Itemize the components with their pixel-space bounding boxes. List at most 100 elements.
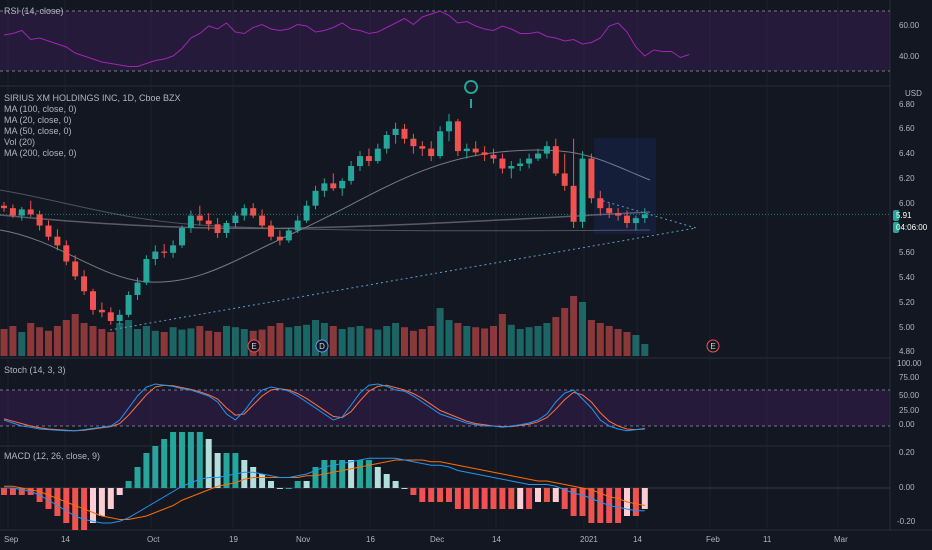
price-tick: 6.60 [899,124,915,133]
candle-body [392,128,399,135]
volume-bar [160,332,168,356]
volume-bar [240,329,248,356]
time-label: Dec [430,535,445,544]
volume-bar [570,296,578,356]
candle-body [27,209,34,215]
event-marker-text: E [710,342,715,351]
volume-bar [507,324,515,356]
volume-bar [614,329,622,356]
volume-bar [312,320,319,356]
macd-histogram-bar [615,488,622,523]
rsi-axis-40: 40.00 [899,52,920,61]
candle-body [588,158,595,199]
price-tick: 5.40 [899,273,915,282]
macd-histogram-bar [588,488,595,523]
macd-histogram-bar [401,488,408,489]
candle-body [508,166,515,169]
time-label: 2021 [580,535,598,544]
candle-body [312,190,319,206]
stoch-k-line [3,383,645,432]
candle-body [446,121,452,132]
volume-bar [98,329,106,356]
volume-bar [205,330,213,356]
volume-bar [481,328,489,356]
candle-body [36,214,43,226]
candle-body [125,294,132,315]
triangle-trendline [109,199,697,331]
stoch-axis-50: 50.00 [899,391,920,400]
macd-histogram-bar [179,432,185,488]
macd-histogram-bar [276,488,283,489]
macd-histogram-bar [161,439,168,488]
macd-line [4,457,645,524]
candle-body [72,261,79,277]
macd-histogram-bar [232,453,239,488]
time-label: 11 [763,535,772,544]
pin-marker-icon [464,80,479,108]
candle-body [357,156,363,166]
macd-histogram-bar [552,488,559,502]
symbol-title[interactable]: SIRIUS XM HOLDINGS INC, 1D, Cboe BZX [4,93,181,103]
volume-bar [401,327,408,356]
volume-bar [9,326,17,356]
volume-bar [134,329,141,356]
volume-bar [89,326,97,356]
macd-histogram-bar [125,481,132,488]
volume-bar [142,326,150,356]
volume-bar [294,326,302,356]
rsi-line [3,10,690,67]
indicator-ma20[interactable]: MA (20, close, 0) [4,115,72,125]
candle-body [259,215,266,226]
macd-histogram-bar [223,453,230,488]
time-label: Feb [706,535,720,544]
volume-bar [561,308,569,356]
macd-histogram-bar [143,453,150,488]
event-marker-icon [706,339,720,353]
candle-body [143,259,150,283]
volume-bar [187,328,195,356]
macd-signal-line [4,459,645,520]
indicator-ma200[interactable]: MA (200, close, 0) [4,148,77,158]
macd-axis-020: 0.20 [899,448,915,457]
macd-histogram-bar [641,488,648,509]
candle-body [1,205,7,209]
candle-body [250,208,257,216]
stoch-axis-25: 25.00 [899,406,920,415]
volume-bar [107,332,115,356]
macd-histogram-bar [419,488,426,502]
macd-histogram-bar [357,460,363,488]
price-tick: 6.20 [899,174,915,183]
volume-bar [641,344,649,356]
macd-histogram-bar [303,481,310,488]
candle-body [170,245,177,253]
time-label: Nov [296,535,311,544]
candle-body [161,251,168,253]
macd-histogram-bar [259,474,266,488]
volume-bar [267,326,275,356]
volume-bar [27,323,35,356]
candle-body [107,312,114,321]
candle-body [561,173,568,186]
indicator-ma100[interactable]: MA (100, close, 0) [4,104,77,114]
indicator-ma50[interactable]: MA (50, close, 0) [4,126,72,136]
candle-body [383,135,390,149]
macd-histogram-bar [428,488,435,502]
volume-bar [71,314,79,356]
candle-body [187,215,194,228]
ma-50-line [0,149,651,283]
macd-histogram-bar [374,467,381,488]
indicator-vol[interactable]: Vol (20) [4,137,36,147]
candle-body [632,218,639,224]
volume-bar [303,324,311,356]
candle-body [294,220,301,231]
macd-histogram-bar [18,488,25,495]
volume-bar [45,330,52,356]
price-tick: 5.60 [899,248,915,257]
stoch-label: Stoch (14, 3, 3) [4,365,66,375]
volume-bar [587,320,595,356]
macd-histogram-bar [446,488,452,502]
stoch-axis-75: 75.00 [899,373,920,382]
time-label: Oct [147,535,160,544]
volume-bar [516,329,524,356]
